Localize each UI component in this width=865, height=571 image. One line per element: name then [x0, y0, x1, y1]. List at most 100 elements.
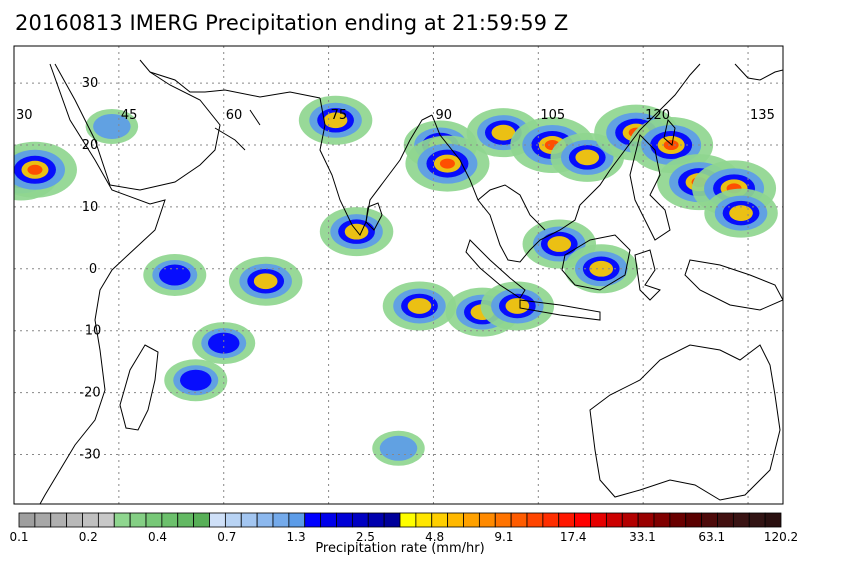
- colorbar-swatch: [510, 512, 528, 528]
- colorbar-swatch: [764, 512, 782, 528]
- latitude-label: 30: [82, 76, 99, 91]
- colorbar-swatch: [256, 512, 274, 528]
- colorbar-swatch: [288, 512, 306, 528]
- colorbar-swatch: [50, 512, 68, 528]
- colorbar-swatch: [161, 512, 179, 528]
- colorbar-swatch: [351, 512, 369, 528]
- colorbar-swatch: [717, 512, 734, 528]
- colorbar-swatch: [415, 512, 433, 528]
- latitude-label: -30: [79, 447, 100, 462]
- colorbar-swatch: [574, 512, 591, 528]
- precip-cell: [372, 430, 425, 466]
- colorbar-swatch: [336, 512, 353, 528]
- colorbar-swatch: [145, 512, 163, 528]
- colorbar-swatch: [97, 512, 115, 528]
- colorbar-swatch: [558, 512, 576, 528]
- precip-cell: [143, 254, 207, 296]
- colorbar-swatch: [463, 512, 480, 528]
- colorbar-swatch: [621, 512, 639, 528]
- colorbar-tick-labels: 0.1 0.2 0.4 0.7 1.3 2.5 4.8 9.1 17.4 33.1 63.1 120.…: [9, 530, 798, 544]
- colorbar-tick-label: 63.1: [698, 530, 725, 544]
- colorbar-tick-label: 9.1: [494, 530, 513, 544]
- colorbar-swatch: [526, 512, 544, 528]
- colorbar-title: Precipitation rate (mm/hr): [315, 541, 485, 556]
- longitude-label: 30: [16, 108, 33, 123]
- colorbar-swatch: [193, 512, 210, 528]
- map-border: [13, 45, 784, 505]
- longitude-label: 135: [750, 108, 775, 123]
- precip-cell: [704, 188, 778, 238]
- colorbar-tick-label: 33.1: [629, 530, 656, 544]
- longitude-label: 75: [331, 108, 348, 123]
- colorbar-tick-label: 0.4: [148, 530, 167, 544]
- colorbar-swatch: [701, 512, 718, 528]
- colorbar-swatch: [590, 512, 607, 528]
- colorbar-swatch: [494, 512, 512, 528]
- latitude-label: -20: [79, 386, 100, 401]
- precipitation-layer: [14, 95, 778, 466]
- colorbar-tick-label: 2.5: [356, 530, 375, 544]
- latitude-label: 10: [82, 200, 99, 215]
- colorbar-swatch: [478, 512, 496, 528]
- longitude-label: 90: [435, 108, 452, 123]
- precip-cell: [164, 359, 228, 402]
- colorbar-swatch: [542, 512, 560, 528]
- colorbar-swatch: [240, 512, 258, 528]
- colorbar-swatch: [605, 512, 623, 528]
- colorbar-swatch: [669, 512, 687, 528]
- latitude-label: 20: [82, 138, 99, 153]
- colorbar-tick-label: 120.2: [764, 530, 798, 544]
- colorbar-swatch: [209, 512, 226, 528]
- precip-cell: [480, 281, 555, 331]
- lat-lon-grid: [14, 46, 783, 504]
- colorbar-swatch: [18, 512, 36, 528]
- colorbar-swatch: [447, 512, 464, 528]
- precip-cell: [382, 281, 457, 331]
- colorbar-swatches: [18, 512, 782, 528]
- colorbar-swatch: [748, 512, 766, 528]
- colorbar-swatch: [431, 512, 449, 528]
- precip-cell: [14, 141, 77, 198]
- colorbar-swatch: [272, 512, 290, 528]
- latitude-label: 10: [85, 324, 102, 339]
- colorbar-swatch: [320, 512, 337, 528]
- colorbar-swatch: [685, 512, 703, 528]
- colorbar-swatch: [732, 512, 750, 528]
- longitude-label: 120: [645, 108, 670, 123]
- coastlines: [39, 59, 783, 504]
- colorbar-swatch: [367, 512, 385, 528]
- colorbar-swatch: [66, 512, 83, 528]
- precip-cell: [522, 219, 597, 269]
- colorbar-swatch: [82, 512, 99, 528]
- precip-cell: [192, 322, 256, 365]
- latitude-labels: 30 20 10 0 10 -20 -30: [79, 76, 101, 462]
- latitude-label: 0: [89, 262, 97, 277]
- colorbar-swatch: [129, 512, 147, 528]
- colorbar-swatch: [399, 512, 417, 528]
- colorbar-swatch: [304, 512, 322, 528]
- colorbar-tick-label: 0.1: [9, 530, 28, 544]
- colorbar-tick-label: 0.7: [217, 530, 236, 544]
- colorbar-swatch: [383, 512, 401, 528]
- colorbar-swatch: [637, 512, 655, 528]
- map-title: 20160813 IMERG Precipitation ending at 2…: [15, 11, 569, 35]
- precip-cell: [298, 95, 373, 145]
- longitude-labels: 30 45 60 75 90 105 120 135: [16, 108, 775, 123]
- precip-cell: [564, 244, 638, 294]
- precip-cell: [319, 207, 394, 257]
- colorbar-tick-label: 4.8: [425, 530, 444, 544]
- colorbar-tick-label: 0.2: [79, 530, 98, 544]
- precip-cell: [550, 132, 625, 182]
- colorbar-tick-label: 1.3: [287, 530, 306, 544]
- colorbar-tick-label: 17.4: [560, 530, 587, 544]
- colorbar-swatch: [113, 512, 131, 528]
- colorbar-swatch: [224, 512, 242, 528]
- colorbar-swatch: [177, 512, 195, 528]
- longitude-label: 105: [540, 108, 565, 123]
- longitude-label: 45: [121, 108, 138, 123]
- longitude-label: 60: [226, 108, 243, 123]
- precip-cell: [85, 108, 139, 144]
- colorbar-swatch: [653, 512, 671, 528]
